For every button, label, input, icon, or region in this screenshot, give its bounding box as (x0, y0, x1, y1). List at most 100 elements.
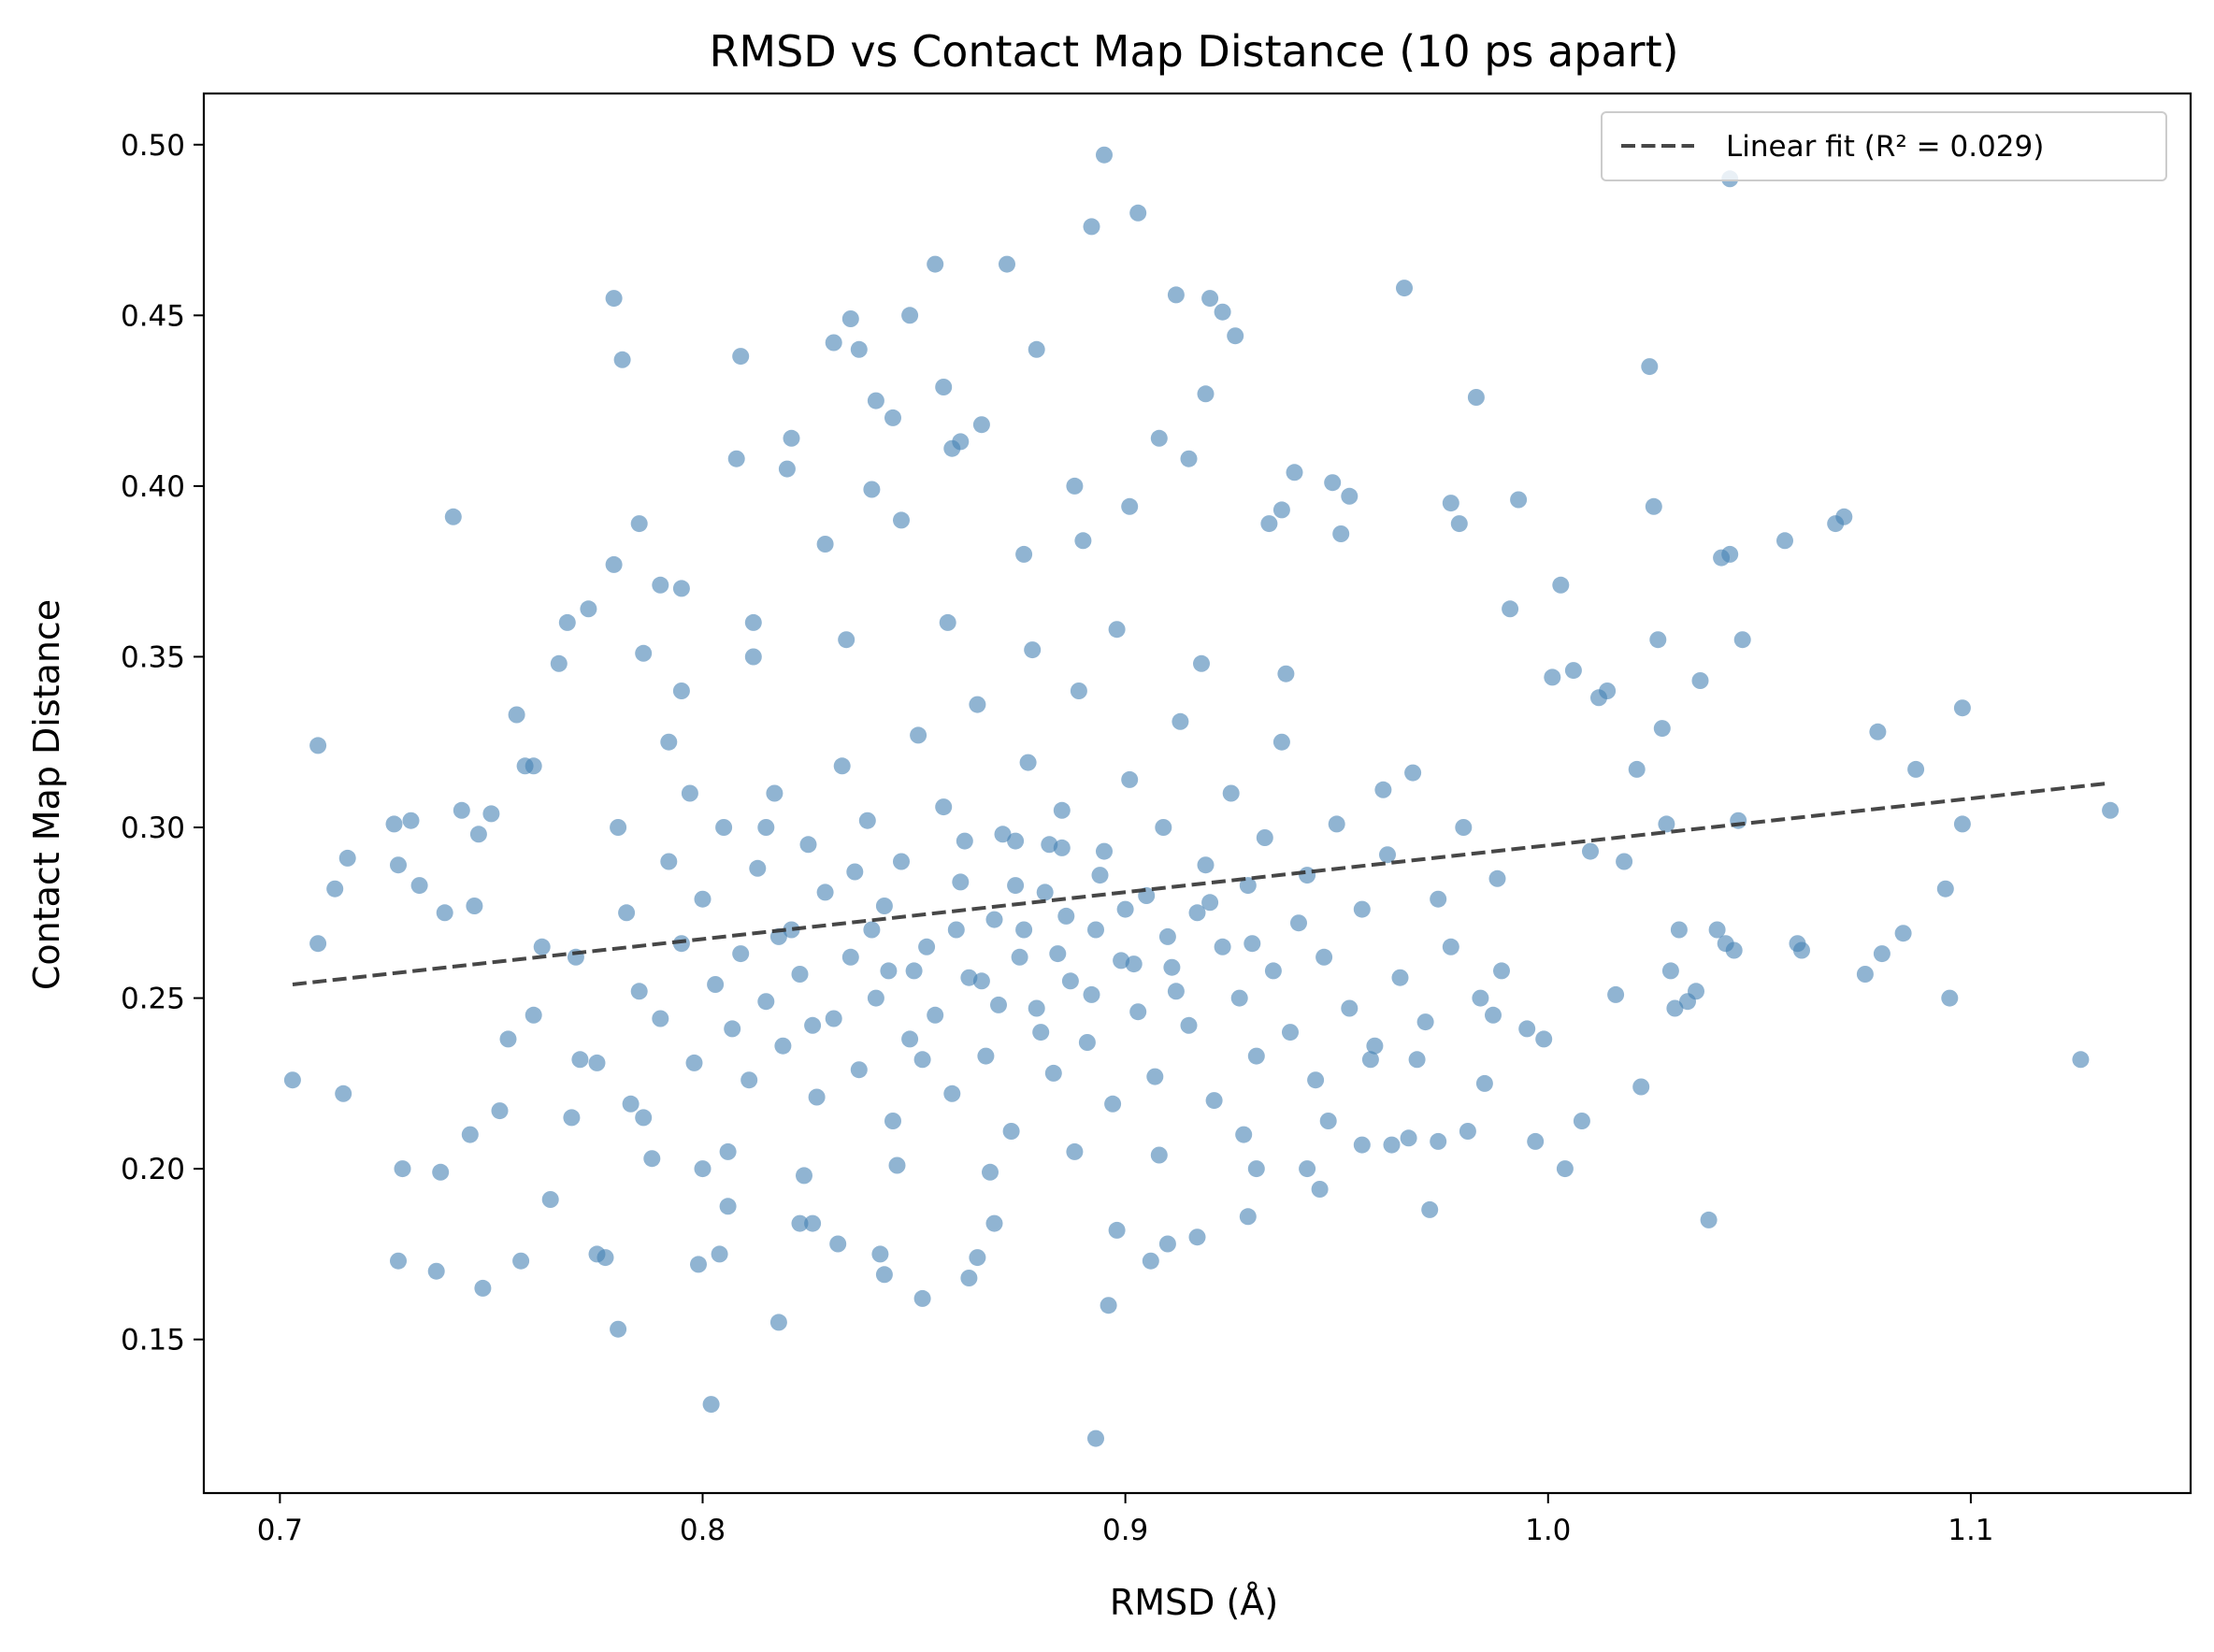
scatter-point (875, 898, 893, 914)
scatter-point (1315, 948, 1333, 966)
scatter-point (432, 1163, 450, 1181)
scatter-point (1282, 1024, 1299, 1041)
scatter-point (884, 409, 901, 426)
scatter-point (829, 1235, 847, 1253)
scatter-point (1019, 754, 1037, 771)
scatter-point (571, 1051, 589, 1069)
scatter-point (1416, 1013, 1434, 1031)
scatter-point (727, 450, 745, 467)
scatter-point (816, 536, 834, 553)
y-tick-label: 0.50 (121, 129, 185, 163)
scatter-point (1502, 600, 1519, 618)
scatter-point (1488, 869, 1506, 887)
scatter-point (2102, 801, 2120, 819)
scatter-point (972, 416, 990, 434)
scatter-point (1214, 938, 1231, 955)
scatter-point (309, 935, 327, 953)
scatter-point (825, 334, 842, 352)
scatter-point (893, 853, 910, 870)
scatter-point (1776, 532, 1793, 550)
scatter-point (901, 1030, 919, 1048)
scatter-point (960, 1270, 978, 1286)
scatter-point (558, 613, 576, 631)
scatter-point (985, 911, 1003, 928)
scatter-point (905, 962, 923, 980)
scatter-point (1404, 764, 1422, 782)
scatter-point (1167, 983, 1185, 1000)
scatter-point (867, 989, 884, 1007)
scatter-point (791, 966, 809, 983)
scatter-point (1319, 1113, 1337, 1129)
scatter-point (1341, 999, 1359, 1017)
scatter-point (1024, 641, 1042, 659)
scatter-point (1197, 385, 1215, 403)
scatter-point (1869, 723, 1887, 740)
scatter-point (1272, 733, 1290, 751)
scatter-point (466, 898, 483, 914)
scatter-point (969, 1249, 986, 1267)
scatter-point (1379, 846, 1396, 864)
scatter-point (2072, 1051, 2090, 1069)
scatter-point (1907, 760, 1925, 778)
linear-fit-line (292, 781, 2111, 986)
scatter-point (1260, 515, 1278, 533)
scatter-point (1332, 525, 1350, 542)
scatter-point (1299, 1160, 1316, 1178)
scatter-point (778, 460, 796, 478)
scatter-point (863, 481, 881, 498)
scatter-point (1155, 819, 1172, 836)
scatter-point (1953, 815, 1971, 833)
scatter-point (796, 1167, 812, 1185)
scatter-point (1691, 672, 1709, 689)
scatter-point (550, 654, 568, 672)
scatter-point (952, 433, 970, 451)
y-tick-label: 0.45 (121, 299, 185, 333)
scatter-point (791, 1214, 809, 1232)
scatter-point (1201, 290, 1219, 308)
scatter-point (1894, 925, 1912, 942)
scatter-point (838, 631, 855, 649)
scatter-point (580, 600, 597, 618)
scatter-point (769, 1314, 787, 1331)
scatter-point (833, 757, 851, 775)
scatter-point (1383, 1136, 1401, 1154)
scatter-point (1070, 682, 1087, 699)
scatter-point (1374, 781, 1392, 798)
scatter-point (427, 1262, 445, 1280)
scatter-point (1142, 1252, 1159, 1270)
scatter-point (461, 1126, 479, 1143)
scatter-point (335, 1085, 352, 1102)
scatter-point (1007, 832, 1025, 850)
scatter-point (939, 613, 956, 631)
scatter-point (338, 849, 356, 867)
scatter-point (533, 938, 551, 955)
scatter-point (972, 972, 990, 990)
scatter-point (652, 576, 669, 594)
scatter-point (1835, 508, 1853, 525)
scatter-point (1129, 1003, 1147, 1021)
x-axis-label: RMSD (Å) (1110, 1582, 1278, 1623)
scatter-point (436, 904, 453, 922)
scatter-point (1180, 1016, 1198, 1034)
scatter-point (605, 555, 623, 573)
y-tick-label: 0.30 (121, 812, 185, 845)
chart-title: RMSD vs Contact Map Distance (10 ps apar… (709, 26, 1678, 77)
scatter-point (1028, 999, 1045, 1017)
scatter-point (1400, 1129, 1417, 1147)
scatter-point (1087, 1429, 1104, 1447)
scatter-point (1725, 941, 1743, 959)
scatter-point (610, 819, 627, 836)
scatter-point (1116, 900, 1134, 918)
scatter-point (1324, 474, 1342, 492)
scatter-point (825, 1010, 842, 1027)
y-axis-label: Contact Map Distance (26, 599, 67, 990)
scatter-point (469, 826, 487, 843)
scatter-point (1083, 985, 1100, 1003)
scatter-point (588, 1054, 606, 1071)
scatter-point (1641, 358, 1659, 376)
scatter-point (390, 856, 407, 874)
y-tick-label: 0.25 (121, 983, 185, 1016)
scatter-point (1353, 1136, 1371, 1154)
scatter-point (943, 1085, 961, 1102)
